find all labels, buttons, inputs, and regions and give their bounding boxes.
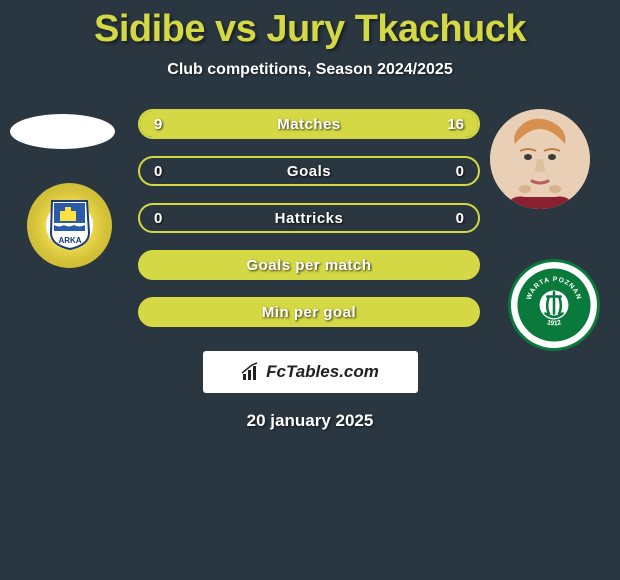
stat-label: Goals per match bbox=[246, 257, 371, 274]
chart-icon bbox=[241, 362, 261, 382]
stat-row-hattricks: 0 Hattricks 0 bbox=[138, 203, 480, 233]
stat-label: Min per goal bbox=[262, 304, 356, 321]
brand-text: FcTables.com bbox=[266, 362, 379, 382]
club-right-logo: WARTA POZNAN 1912 bbox=[508, 259, 600, 351]
warta-crest-icon: WARTA POZNAN 1912 bbox=[520, 271, 588, 339]
club-left-logo: ARKA bbox=[27, 183, 112, 268]
player-right-avatar bbox=[490, 109, 590, 209]
comparison-content: ARKA WARTA POZNAN 1912 bbox=[0, 109, 620, 431]
date: 20 january 2025 bbox=[10, 411, 610, 431]
stat-label: Matches bbox=[277, 116, 341, 133]
stat-row-goals: 0 Goals 0 bbox=[138, 156, 480, 186]
brand-box: FcTables.com bbox=[203, 351, 418, 393]
arka-crest-icon: ARKA bbox=[27, 183, 112, 268]
stat-row-matches: 9 Matches 16 bbox=[138, 109, 480, 139]
subtitle: Club competitions, Season 2024/2025 bbox=[0, 61, 620, 79]
player-face-icon bbox=[490, 109, 590, 209]
stat-value-right: 16 bbox=[447, 116, 464, 133]
stat-value-left: 0 bbox=[154, 210, 162, 227]
stat-value-right: 0 bbox=[456, 163, 464, 180]
stat-row-min-per-goal: Min per goal bbox=[138, 297, 480, 327]
svg-text:1912: 1912 bbox=[546, 319, 562, 327]
stat-label: Hattricks bbox=[275, 210, 344, 227]
stat-value-right: 0 bbox=[456, 210, 464, 227]
svg-text:ARKA: ARKA bbox=[58, 236, 81, 245]
stat-row-goals-per-match: Goals per match bbox=[138, 250, 480, 280]
stat-label: Goals bbox=[287, 163, 331, 180]
stat-value-left: 0 bbox=[154, 163, 162, 180]
stat-value-left: 9 bbox=[154, 116, 162, 133]
player-left-avatar bbox=[10, 114, 115, 149]
page-title: Sidibe vs Jury Tkachuck bbox=[0, 0, 620, 51]
